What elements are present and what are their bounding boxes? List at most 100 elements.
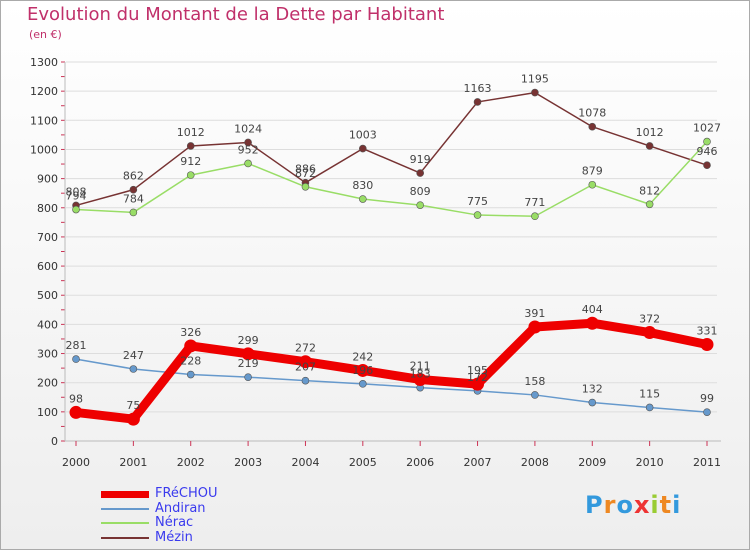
data-label: 1012 (177, 126, 205, 139)
data-point (416, 201, 424, 209)
x-tick-label: 2002 (177, 456, 205, 469)
proxiti-logo: Proxiti (585, 491, 681, 519)
data-label: 771 (524, 196, 545, 209)
y-tick-label: 400 (37, 318, 58, 331)
data-point (69, 405, 83, 419)
data-label: 812 (639, 184, 660, 197)
data-label: 1027 (693, 122, 721, 135)
data-point (129, 365, 138, 373)
data-point (241, 347, 255, 361)
data-label: 183 (410, 368, 431, 381)
chart-title: Evolution du Montant de la Dette par Hab… (27, 4, 445, 25)
data-point (473, 211, 482, 219)
data-label: 115 (639, 387, 660, 400)
series-line-nérac (75, 140, 708, 217)
data-label: 830 (352, 179, 373, 192)
y-tick-label: 1200 (30, 85, 58, 98)
y-tick-label: 900 (37, 173, 58, 186)
data-label: 404 (582, 303, 603, 316)
data-point (643, 326, 657, 340)
data-label: 372 (639, 313, 660, 326)
data-point (531, 391, 539, 399)
data-point (471, 377, 485, 391)
y-tick-label: 300 (37, 348, 58, 361)
y-tick-label: 200 (37, 377, 58, 390)
x-tick-label: 2000 (62, 456, 90, 469)
series-line-andiran (75, 358, 708, 413)
data-point (645, 200, 654, 209)
data-label: 912 (180, 155, 201, 168)
data-label: 808 (66, 185, 87, 198)
data-point (186, 370, 195, 379)
x-tick-label: 2003 (234, 456, 262, 469)
data-label: 872 (295, 167, 316, 180)
data-label: 247 (123, 349, 144, 362)
y-tick-label: 1300 (30, 56, 58, 69)
data-label: 228 (180, 355, 201, 368)
data-label: 775 (467, 195, 488, 208)
data-point (473, 98, 482, 106)
data-label: 172 (467, 371, 488, 384)
data-point (588, 180, 597, 189)
series-layer (69, 88, 714, 426)
data-point (359, 380, 367, 388)
x-tick-label: 2006 (406, 456, 434, 469)
data-point (129, 208, 138, 217)
data-label: 299 (238, 334, 259, 347)
data-label: 211 (410, 359, 431, 372)
data-label: 219 (238, 357, 259, 370)
data-label: 242 (352, 350, 373, 363)
y-tick-label: 100 (37, 406, 58, 419)
data-point (244, 373, 252, 381)
legend-item-mezin: Mézin (101, 530, 301, 545)
data-label: 132 (582, 383, 603, 396)
legend-swatch-nerac (101, 522, 149, 524)
data-label: 1024 (234, 122, 262, 135)
data-point (244, 138, 252, 147)
legend-item-frechou: FRéCHOU (101, 486, 301, 501)
data-point (301, 182, 310, 191)
data-point (359, 195, 367, 203)
data-point (528, 320, 542, 334)
data-point (645, 142, 654, 150)
y-tick-label: 700 (37, 231, 58, 244)
data-point (416, 169, 424, 177)
legend-item-andiran: Andiran (101, 501, 301, 516)
legend-label-andiran: Andiran (155, 501, 206, 516)
data-label: 794 (66, 190, 87, 203)
data-label: 862 (123, 170, 144, 183)
y-tick-label: 800 (37, 202, 58, 215)
logo-letter: o (616, 491, 634, 519)
data-point (186, 142, 195, 150)
data-point (703, 161, 711, 170)
y-tick-label: 600 (37, 260, 58, 273)
data-label: 391 (524, 307, 545, 320)
x-tick-label: 2004 (291, 456, 319, 469)
legend-label-frechou: FRéCHOU (155, 486, 218, 501)
x-tick-label: 2008 (521, 456, 549, 469)
legend-swatch-mezin (101, 537, 149, 539)
y-tick-label: 1100 (30, 114, 58, 127)
data-point (700, 338, 714, 352)
legend-swatch-andiran (101, 508, 149, 510)
legend-label-nerac: Nérac (155, 515, 194, 530)
data-label: 272 (295, 342, 316, 355)
legend-label-mezin: Mézin (155, 530, 193, 545)
data-label: 195 (467, 364, 488, 377)
data-point (129, 185, 138, 194)
y-tick-label: 1000 (30, 143, 58, 156)
axes: 0 100 200 300 400 500 600 700 800 900 1000 1100 1200… (30, 56, 721, 469)
data-point (585, 316, 599, 330)
data-label: 158 (524, 375, 545, 388)
data-label: 326 (180, 326, 201, 339)
logo-letter: r (603, 491, 617, 519)
logo-letter: i (650, 491, 660, 519)
data-point (184, 339, 198, 353)
x-tick-label: 2001 (119, 456, 147, 469)
data-point (298, 355, 312, 369)
data-point (703, 408, 711, 416)
logo-letter: i (672, 491, 682, 519)
series-line-mézin (75, 91, 708, 207)
